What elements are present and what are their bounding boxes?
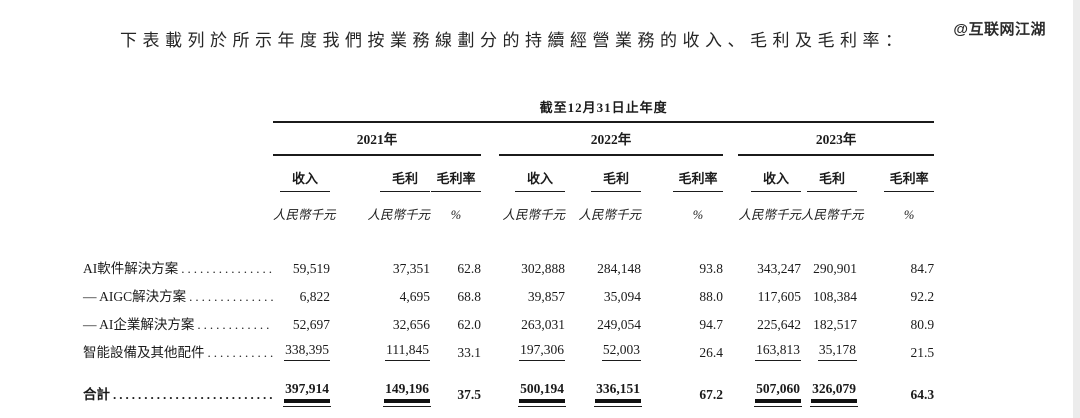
- value-cell: 37,351: [392, 261, 430, 276]
- value-cell: 290,901: [813, 261, 857, 276]
- value-cell: 33.1: [457, 345, 481, 360]
- value-cell-total: 507,060: [754, 381, 802, 407]
- period-header: 截至12月31日止年度: [273, 95, 935, 123]
- value-cell-total: 149,196: [383, 381, 431, 407]
- value-cell-total: 64.3: [910, 387, 935, 402]
- table-row: AI軟件解決方案 59,519 37,351 62.8 302,888 284,…: [83, 252, 934, 280]
- value-cell: 68.8: [457, 289, 481, 304]
- financial-table: 截至12月31日止年度 2021年 2022年 2023年 收入 毛利 毛利率 …: [83, 95, 935, 407]
- value-cell: 88.0: [699, 289, 723, 304]
- column-header-gross-profit: 毛利: [807, 168, 857, 192]
- value-cell: 111,845: [385, 342, 430, 361]
- measure-header-row: 收入 毛利 毛利率 收入 毛利 毛利率 收入 毛利 毛利率: [83, 155, 935, 192]
- unit-header-currency: 人民幣千元: [578, 208, 641, 222]
- unit-header-currency: 人民幣千元: [367, 208, 430, 222]
- year-header-2023: 2023年: [738, 122, 935, 156]
- unit-header-currency: 人民幣千元: [502, 208, 565, 222]
- column-gap: [723, 122, 738, 155]
- year-header-row: 2021年 2022年 2023年: [83, 122, 935, 156]
- value-cell: 343,247: [757, 261, 801, 276]
- value-cell: 80.9: [910, 317, 935, 332]
- value-cell: 35,178: [817, 342, 857, 361]
- value-cell-total: 500,194: [518, 381, 566, 407]
- value-cell: 338,395: [284, 342, 330, 361]
- value-cell: 302,888: [521, 261, 565, 276]
- value-cell-total: 397,914: [283, 381, 331, 407]
- dot-leader: [208, 345, 274, 361]
- unit-header-percent: %: [450, 208, 462, 222]
- period-header-row: 截至12月31日止年度: [83, 95, 935, 123]
- unit-header-currency: 人民幣千元: [273, 208, 336, 222]
- unit-header-percent: %: [692, 208, 704, 222]
- dot-leader: [181, 261, 273, 277]
- unit-header-percent: %: [903, 208, 915, 222]
- value-cell: 284,148: [597, 261, 641, 276]
- column-gap: [481, 122, 499, 155]
- row-label: — AI企業解決方案: [83, 317, 195, 332]
- page-title: 下表載列於所示年度我們按業務線劃分的持續經營業務的收入、毛利及毛利率：: [120, 31, 908, 50]
- column-header-income: 收入: [280, 168, 330, 192]
- row-label: — AIGC解決方案: [83, 289, 187, 304]
- dot-leader: [113, 387, 273, 403]
- value-cell: 4,695: [399, 289, 430, 304]
- value-cell: 52,003: [601, 342, 641, 361]
- row-label: 智能設備及其他配件: [83, 345, 205, 360]
- row-label: AI軟件解決方案: [83, 261, 179, 276]
- column-header-gross-margin: 毛利率: [431, 168, 481, 192]
- value-cell: 59,519: [292, 261, 330, 276]
- year-header-2022: 2022年: [499, 122, 723, 156]
- column-header-gross-profit: 毛利: [591, 168, 641, 192]
- value-cell: 84.7: [910, 261, 935, 276]
- value-cell: 182,517: [813, 317, 857, 332]
- dot-leader: [189, 289, 273, 305]
- column-header-income: 收入: [515, 168, 565, 192]
- table-row: — AI企業解決方案 52,697 32,656 62.0 263,031 24…: [83, 308, 934, 336]
- value-cell: 52,697: [292, 317, 330, 332]
- column-header-gross-margin: 毛利率: [884, 168, 935, 192]
- page-edge: [1073, 0, 1080, 418]
- value-cell: 93.8: [699, 261, 723, 276]
- value-cell: 249,054: [597, 317, 641, 332]
- value-cell: 163,813: [755, 342, 801, 361]
- value-cell: 21.5: [910, 345, 935, 360]
- value-cell: 197,306: [519, 342, 565, 361]
- value-cell: 35,094: [603, 289, 641, 304]
- column-header-gross-profit: 毛利: [380, 168, 430, 192]
- value-cell: 62.8: [457, 261, 481, 276]
- table-row-total: 合計 397,914 149,196 37.5 500,194 336,151 …: [83, 364, 935, 407]
- value-cell: 26.4: [699, 345, 723, 360]
- value-cell-total: 336,151: [594, 381, 642, 407]
- value-cell-total: 37.5: [457, 387, 481, 402]
- table-row: 智能設備及其他配件 338,395 111,845 33.1 197,306 5…: [83, 336, 934, 364]
- column-header-gross-margin: 毛利率: [673, 168, 723, 192]
- table-row: — AIGC解決方案 6,822 4,695 68.8 39,857 35,09…: [83, 280, 934, 308]
- value-cell-total: 326,079: [810, 381, 858, 407]
- value-cell: 92.2: [910, 289, 935, 304]
- year-header-2021: 2021年: [273, 122, 481, 156]
- unit-header-currency: 人民幣千元: [738, 208, 801, 222]
- spacer-row: [83, 223, 934, 252]
- value-cell: 6,822: [299, 289, 330, 304]
- value-cell: 39,857: [527, 289, 565, 304]
- unit-header-row: 人民幣千元 人民幣千元 % 人民幣千元 人民幣千元 % 人民幣千元 人民幣千元 …: [83, 192, 934, 223]
- value-cell: 32,656: [392, 317, 430, 332]
- value-cell: 117,605: [757, 289, 801, 304]
- unit-header-currency: 人民幣千元: [801, 208, 864, 222]
- value-cell-total: 67.2: [699, 387, 723, 402]
- value-cell: 62.0: [457, 317, 481, 332]
- dot-leader: [197, 317, 273, 333]
- value-cell: 108,384: [813, 289, 857, 304]
- watermark: @互联网江湖: [953, 21, 1046, 38]
- row-label: 合計: [83, 387, 110, 402]
- value-cell: 263,031: [521, 317, 565, 332]
- value-cell: 225,642: [757, 317, 801, 332]
- column-header-income: 收入: [751, 168, 801, 192]
- value-cell: 94.7: [699, 317, 723, 332]
